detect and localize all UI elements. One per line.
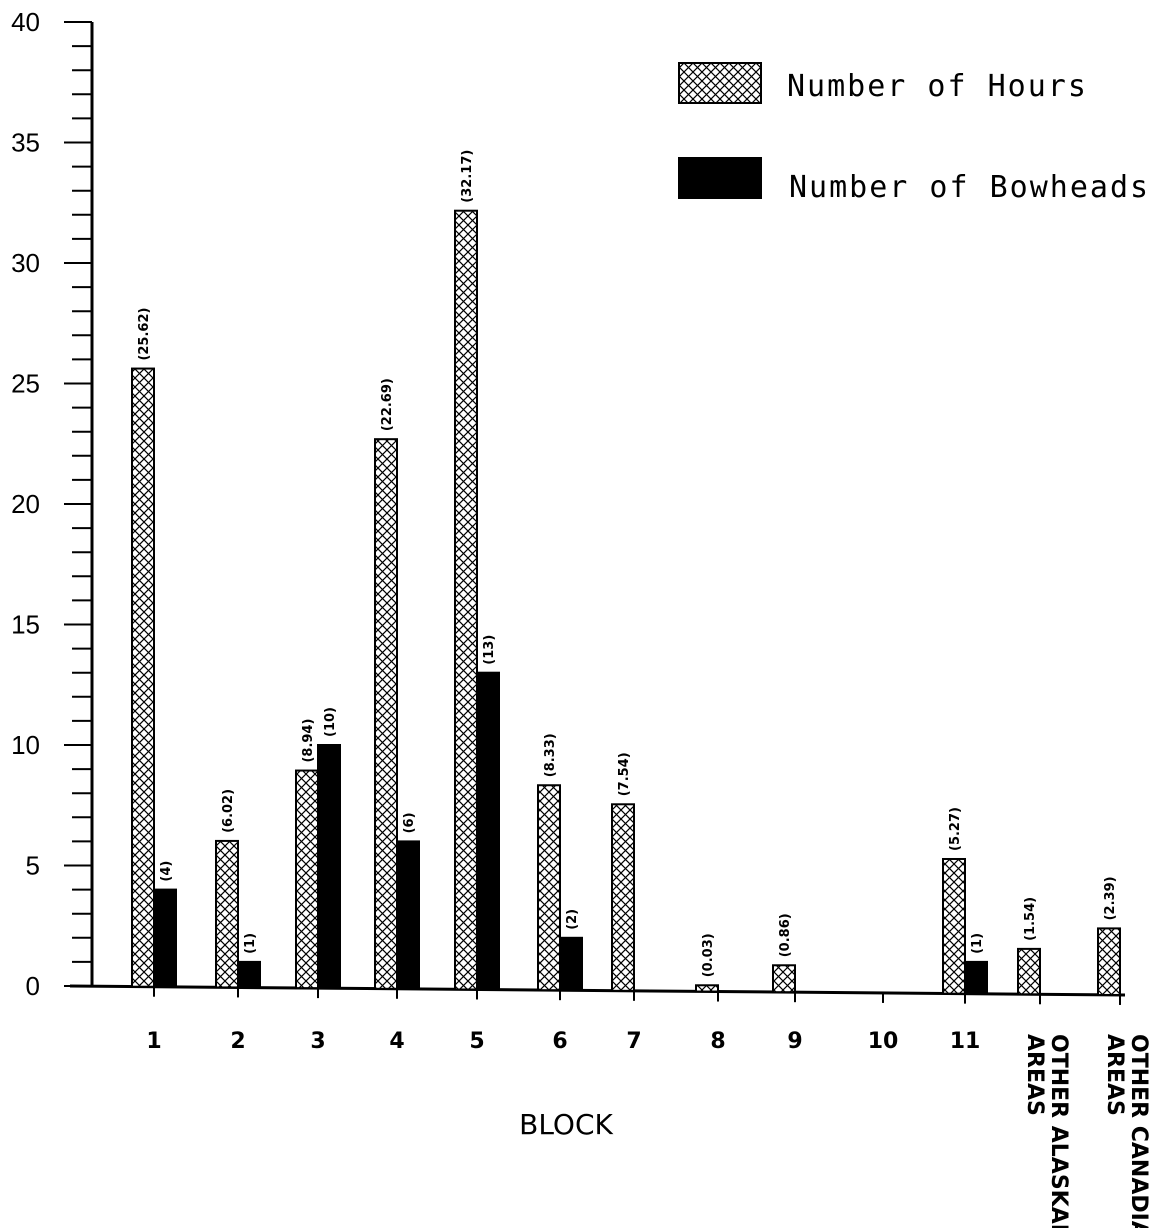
bar-hours [611,803,635,992]
y-axis-ticks [64,21,92,987]
data-label-hours: (8.94) [301,719,316,763]
bar-hours [215,839,239,989]
bar-hours [1017,947,1041,996]
data-label-hours: (0.03) [701,933,716,977]
data-label-hours: (5.27) [948,807,963,851]
x-tick-label: 8 [710,1029,725,1054]
x-tick-label: OTHER ALASKAN [1046,1034,1071,1228]
bar-hours [295,769,319,990]
x-tick-label: 2 [230,1029,245,1054]
data-label-bowheads: (1) [243,933,258,954]
data-label-bowheads: (2) [565,909,580,930]
x-tick-label: 5 [469,1029,484,1054]
bar-bowheads [476,671,500,991]
x-tick-label: 11 [950,1029,981,1054]
data-label-hours: (6.02) [221,789,236,833]
bar-hours [1097,927,1121,996]
x-tick-label: AREAS [1102,1034,1127,1116]
x-tick-label: OTHER CANADIAN [1126,1034,1151,1228]
data-label-hours: (2.39) [1103,876,1118,920]
bar-hours [454,209,478,991]
bar-bowheads [559,936,583,992]
data-labels: (25.62) (4) (6.02) (1) (8.94) (10) (22.69) (6) (… [137,150,1118,978]
bar-bowheads [317,744,341,990]
data-label-hours: (0.86) [778,913,793,957]
legend: Number of Hours Number of Bowheads [678,62,1150,205]
y-tick-label: 15 [11,610,40,640]
x-tick-label: 4 [389,1029,404,1054]
y-tick-label: 40 [11,7,40,37]
bars [131,209,1121,996]
data-label-hours: (22.69) [380,378,395,431]
x-tick-label: 10 [868,1029,899,1054]
bar-hours [695,984,719,993]
data-label-hours: (1.54) [1023,897,1038,941]
bar-bowheads [964,960,988,995]
y-tick-label: 20 [11,489,40,519]
bar-hours [374,438,398,990]
x-tick-label: 1 [146,1029,161,1054]
data-label-hours: (7.54) [617,752,632,796]
x-tick-label: AREAS [1022,1034,1047,1116]
bar-bowheads [396,840,420,990]
data-label-bowheads: (10) [323,707,338,737]
bar-hours [131,367,155,988]
bar-hours [772,964,796,994]
x-tick-label: 6 [552,1029,567,1054]
y-axis-tick-labels: 0 5 10 15 20 25 30 35 40 [11,7,40,1001]
bar-hours [537,784,561,992]
legend-swatch-hours [678,62,762,104]
y-tick-label: 30 [11,248,40,278]
x-tick-label: 7 [626,1029,641,1054]
y-tick-label: 5 [26,851,40,881]
data-label-bowheads: (4) [159,861,174,882]
bar-bowheads [153,888,177,988]
bar-hours [942,857,966,995]
data-label-bowheads: (1) [970,933,985,954]
data-label-bowheads: (13) [482,635,497,665]
legend-label-hours: Number of Hours [787,69,1088,104]
x-axis-title: BLOCK [519,1108,613,1141]
y-tick-label: 0 [26,971,40,1001]
y-tick-label: 35 [11,128,40,158]
legend-label-bowheads: Number of Bowheads [789,170,1150,205]
data-label-hours: (8.33) [543,733,558,777]
x-tick-label: 3 [310,1029,325,1054]
y-tick-label: 10 [11,730,40,760]
data-label-hours: (32.17) [460,150,475,203]
y-tick-label: 25 [11,369,40,399]
data-label-hours: (25.62) [137,308,152,361]
bar-bowheads [237,960,261,989]
data-label-bowheads: (6) [402,812,417,833]
legend-swatch-bowheads [678,157,762,199]
x-tick-label: 9 [787,1029,802,1054]
x-axis-ticks [153,986,1121,1005]
